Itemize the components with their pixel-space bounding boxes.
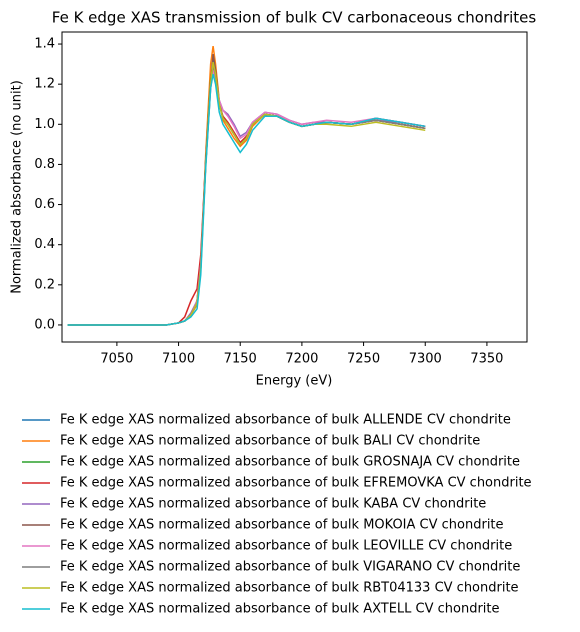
series-line — [67, 63, 426, 326]
x-tick-label: 7250 — [347, 352, 380, 367]
legend-label: Fe K edge XAS normalized absorbance of b… — [60, 602, 500, 617]
axes-frame — [61, 31, 528, 343]
series-line — [67, 63, 426, 326]
x-tick-label: 7200 — [285, 352, 318, 367]
x-tick-label: 7150 — [224, 352, 257, 367]
y-tick-label: 0.8 — [34, 157, 55, 172]
y-axis-label: Normalized absorbance (no unit) — [10, 80, 25, 294]
legend-label: Fe K edge XAS normalized absorbance of b… — [60, 539, 512, 554]
x-tick-label: 7050 — [100, 352, 133, 367]
plot-area — [67, 45, 426, 326]
legend-label: Fe K edge XAS normalized absorbance of b… — [60, 497, 486, 512]
series-line — [67, 59, 426, 326]
series-line — [67, 61, 426, 326]
y-tick-label: 1.4 — [34, 37, 55, 52]
series-line — [67, 63, 426, 326]
series-line — [67, 67, 426, 326]
y-tick-label: 0.0 — [34, 317, 55, 332]
x-tick-label: 7300 — [409, 352, 442, 367]
legend-label: Fe K edge XAS normalized absorbance of b… — [60, 455, 520, 470]
x-tick-label: 7350 — [470, 352, 503, 367]
y-tick-label: 0.6 — [34, 197, 55, 212]
legend-label: Fe K edge XAS normalized absorbance of b… — [60, 518, 504, 533]
series-line — [67, 53, 426, 326]
legend-label: Fe K edge XAS normalized absorbance of b… — [60, 413, 511, 428]
y-tick-label: 0.4 — [34, 237, 55, 252]
series-line — [67, 69, 426, 326]
legend-label: Fe K edge XAS normalized absorbance of b… — [60, 560, 520, 575]
y-tick-label: 0.2 — [34, 277, 55, 292]
series-line — [67, 73, 426, 326]
legend-label: Fe K edge XAS normalized absorbance of b… — [60, 434, 480, 449]
chart-title: Fe K edge XAS transmission of bulk CV ca… — [52, 9, 537, 27]
x-tick-label: 7100 — [162, 352, 195, 367]
series-line — [67, 45, 426, 326]
y-tick-label: 1.0 — [34, 117, 55, 132]
y-tick-label: 1.2 — [34, 77, 55, 92]
legend-label: Fe K edge XAS normalized absorbance of b… — [60, 476, 532, 491]
legend-label: Fe K edge XAS normalized absorbance of b… — [60, 581, 519, 596]
legend: Fe K edge XAS normalized absorbance of b… — [22, 413, 532, 617]
x-axis-label: Energy (eV) — [256, 374, 333, 389]
